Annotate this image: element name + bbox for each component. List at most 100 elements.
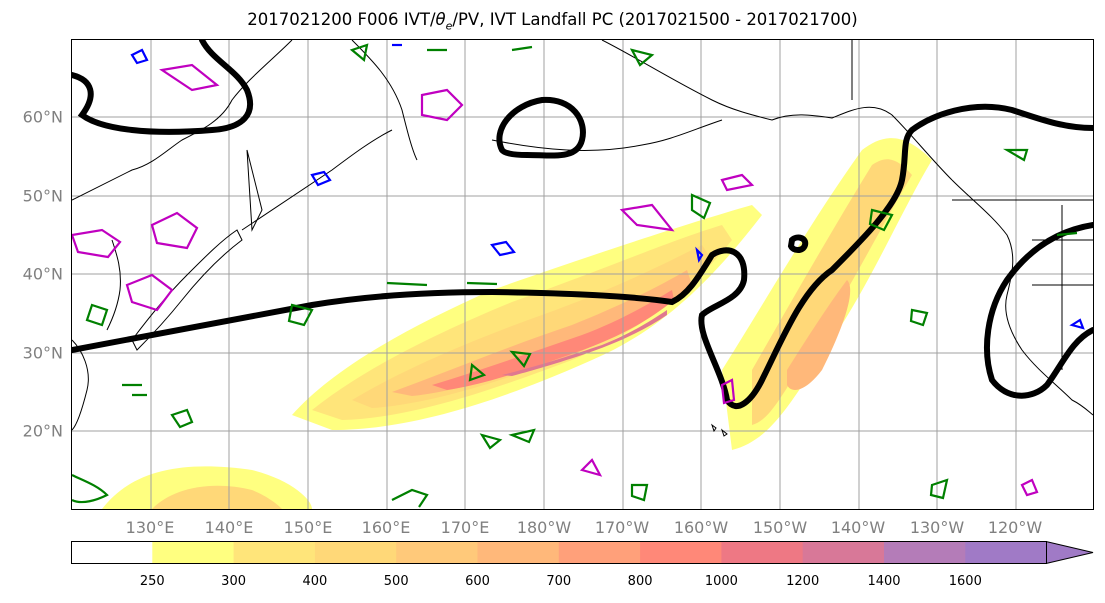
lat-label-30n: 30°N xyxy=(22,343,63,363)
pv-magenta-1 xyxy=(72,228,122,259)
colorbar-cell xyxy=(884,541,966,564)
colorbar-cell xyxy=(71,541,153,564)
pv-green-1 xyxy=(85,303,109,327)
ivt-contour-600 xyxy=(392,270,692,396)
pv-blue-6 xyxy=(1069,318,1085,330)
pv-magenta-10 xyxy=(720,378,736,405)
pv-magenta-3 xyxy=(125,273,174,312)
colorbar-cell xyxy=(233,541,316,564)
colorbar-cell xyxy=(477,541,560,564)
pv-green-15 xyxy=(1002,148,1078,237)
pv-green-3 xyxy=(386,281,498,287)
colorbar-tick-label: 400 xyxy=(302,574,328,589)
colorbar-tick-label: 500 xyxy=(383,574,409,589)
colorbar-tick-label: 1400 xyxy=(867,574,901,589)
lon-label-130e: 130°E xyxy=(125,518,175,537)
colorbar-cell xyxy=(640,541,722,564)
pc-contour-west xyxy=(72,103,1093,409)
pv-magenta-5 xyxy=(420,88,464,122)
colorbar-tick-label: 250 xyxy=(139,574,165,589)
ivt-north-branch-600 xyxy=(787,280,851,390)
pv-green-2 xyxy=(287,303,314,327)
pv-green-10 xyxy=(909,308,929,327)
asia-coast xyxy=(72,40,293,201)
kamchatka xyxy=(351,40,418,161)
lat-label-20n: 20°N xyxy=(22,421,63,441)
lon-label-170w: 170°W xyxy=(594,518,650,537)
pv-contours-blue xyxy=(130,43,1085,330)
lon-label-130w: 130°W xyxy=(909,518,965,537)
colorbar-tick-label: 300 xyxy=(221,574,247,589)
lon-label-160e: 160°E xyxy=(361,518,411,537)
alaska-coast xyxy=(601,40,953,181)
colorbar-cell xyxy=(314,541,397,564)
colorbar-tick-label: 800 xyxy=(627,574,653,589)
pv-green-16 xyxy=(122,383,147,397)
colorbar-cell xyxy=(558,541,641,564)
pv-magenta-7 xyxy=(720,173,755,192)
lon-label-120w: 120°W xyxy=(987,518,1043,537)
lon-label-170e: 170°E xyxy=(440,518,490,537)
pv-green-18 xyxy=(391,488,429,508)
aleutians xyxy=(491,119,723,151)
pv-magenta-9 xyxy=(1020,478,1039,497)
pv-green-12 xyxy=(929,478,949,500)
kurils xyxy=(241,129,393,231)
hawaii xyxy=(711,423,728,437)
pv-green-14 xyxy=(629,48,655,67)
pv-magenta-6 xyxy=(619,203,675,232)
colorbar-cell xyxy=(802,541,885,564)
lon-label-150e: 150°E xyxy=(283,518,333,537)
pv-green-11 xyxy=(630,483,649,502)
ivt-south-400 xyxy=(152,485,282,509)
pv-green-9 xyxy=(868,208,894,232)
pv-blue-2 xyxy=(490,240,516,257)
pc-contour-small-loop xyxy=(787,234,809,253)
korea-coast xyxy=(106,239,121,331)
pv-blue-5 xyxy=(695,246,704,264)
pv-green-7 xyxy=(479,428,536,450)
pv-blue-1 xyxy=(310,170,332,187)
lon-label-140e: 140°E xyxy=(204,518,254,537)
ivt-contour-400 xyxy=(352,245,712,408)
colorbar-cell xyxy=(396,541,478,564)
pv-magenta-4 xyxy=(159,63,220,92)
pv-contours-magenta xyxy=(72,63,1039,497)
colorbar xyxy=(71,541,1094,564)
colorbar-tick-label: 1000 xyxy=(704,574,738,589)
pv-blue-3 xyxy=(130,48,149,65)
ivt-contour-800 xyxy=(432,290,674,390)
colorbar-tick-label: 700 xyxy=(546,574,572,589)
figure-title: 2017021200 F006 IVT/θe/PV, IVT Landfall … xyxy=(247,10,858,33)
colorbar-cell xyxy=(721,541,804,564)
pv-green-8 xyxy=(690,193,712,220)
lon-label-140w: 140°W xyxy=(830,518,886,537)
lat-label-40n: 40°N xyxy=(22,264,63,284)
pv-contours-green xyxy=(72,43,1078,508)
colorbar-cell xyxy=(152,541,235,564)
lon-label-160w: 160°W xyxy=(673,518,729,537)
pv-magenta-8 xyxy=(579,458,603,477)
map-panel xyxy=(71,39,1094,510)
pv-green-6 xyxy=(170,408,194,429)
pc-contour-east xyxy=(984,222,1093,399)
pv-green-4 xyxy=(509,350,532,368)
lat-label-50n: 50°N xyxy=(22,186,63,206)
colorbar-tick-label: 600 xyxy=(465,574,490,589)
pv-green-13 xyxy=(349,43,533,63)
sakhalin xyxy=(246,149,263,232)
lon-label-180w: 180°W xyxy=(516,518,572,537)
pv-magenta-2 xyxy=(150,211,199,250)
colorbar-tick-label: 1600 xyxy=(948,574,982,589)
colorbar-cell-extend xyxy=(965,541,1093,564)
landfall-pc-contours xyxy=(72,40,1093,409)
north-america-coast xyxy=(951,179,1093,416)
coastlines xyxy=(72,40,1093,437)
pc-contour-closed-north xyxy=(496,96,586,159)
pv-green-17 xyxy=(72,474,109,504)
lat-label-60n: 60°N xyxy=(22,107,63,127)
colorbar-tick-label: 1200 xyxy=(786,574,820,589)
pc-contour-northwest xyxy=(72,40,254,135)
pv-green-5 xyxy=(468,362,487,382)
lon-label-150w: 150°W xyxy=(752,518,808,537)
